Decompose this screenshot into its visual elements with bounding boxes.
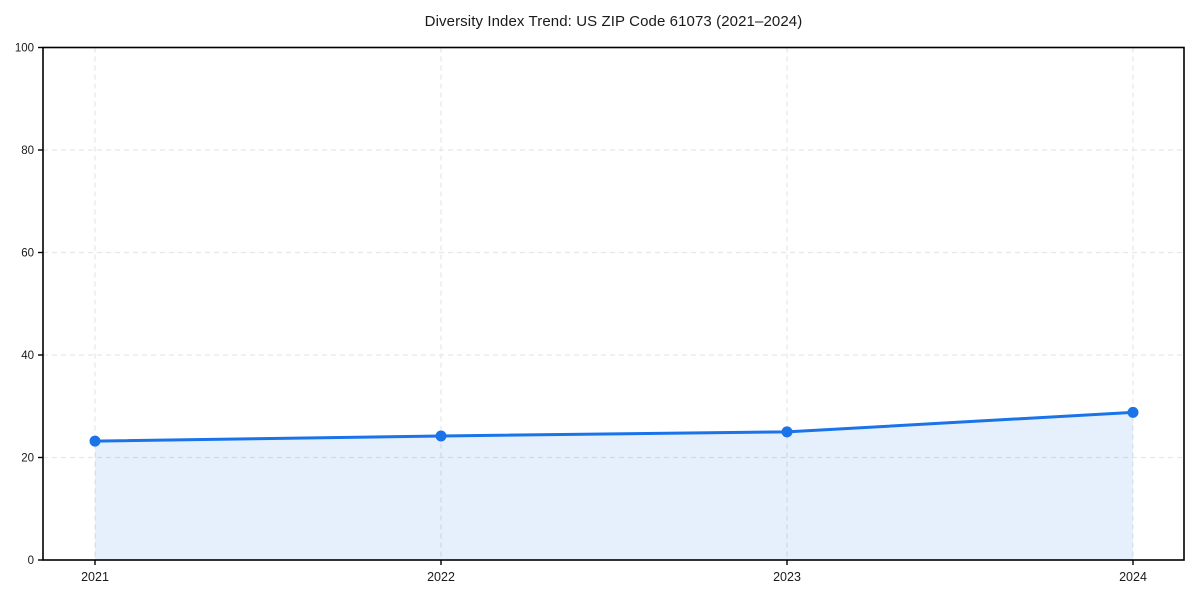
trend-line <box>93 410 1135 443</box>
x-tick-label: 2024 <box>1119 570 1147 584</box>
x-tick-label: 2022 <box>427 570 455 584</box>
data-point-2022 <box>435 430 447 442</box>
data-point-2023 <box>781 426 793 438</box>
x-tick-label: 2021 <box>81 570 109 584</box>
y-tick-label: 20 <box>21 453 34 465</box>
y-tick-label: 40 <box>21 350 34 362</box>
plot-border <box>42 46 1185 561</box>
y-tick-label: 0 <box>28 555 34 567</box>
y-tick-label: 100 <box>15 43 34 55</box>
y-tick-label: 80 <box>21 145 34 157</box>
y-tick-label: 60 <box>21 248 34 260</box>
x-tick-label: 2023 <box>773 570 801 584</box>
data-point-2024 <box>1127 406 1139 418</box>
chart-title: Diversity Index Trend: US ZIP Code 61073… <box>424 13 803 30</box>
area-fill <box>95 412 1133 560</box>
data-point-2021 <box>89 435 101 447</box>
